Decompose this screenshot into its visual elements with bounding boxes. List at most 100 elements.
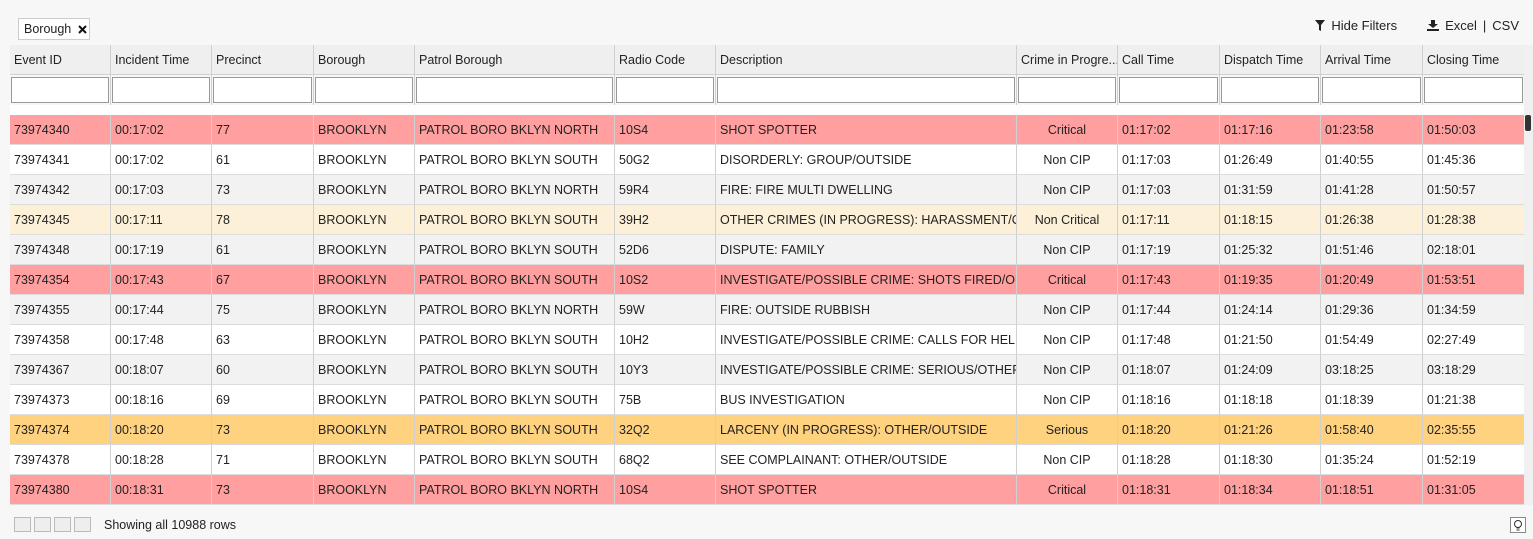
filter-input[interactable] (315, 77, 413, 103)
table-cell: 00:17:02 (111, 145, 212, 175)
table-cell: BROOKLYN (314, 265, 415, 295)
table-cell: 73 (212, 175, 314, 205)
csv-button[interactable]: CSV (1492, 18, 1519, 33)
table-row[interactable]: 73974354 00:17:43 67 BROOKLYN PATROL BORO BK… (10, 265, 1524, 295)
table-row[interactable]: 73974340 00:17:02 77 BROOKLYN PATROL BORO BK… (10, 115, 1524, 145)
column-header[interactable]: Call Time (1118, 45, 1220, 75)
table-cell: SEE COMPLAINANT: OTHER/OUTSIDE (716, 445, 1017, 475)
table-row[interactable]: 73974373 00:18:16 69 BROOKLYN PATROL BORO BK… (10, 385, 1524, 415)
filter-cell (415, 75, 615, 105)
filter-input[interactable] (1018, 77, 1116, 103)
table-cell: Non CIP (1017, 295, 1118, 325)
table-cell: 73974380 (10, 475, 111, 505)
table-row[interactable]: 73974348 00:17:19 61 BROOKLYN PATROL BORO BK… (10, 235, 1524, 265)
table-cell: 73974348 (10, 235, 111, 265)
table-cell: 00:18:31 (111, 475, 212, 505)
table-cell: FIRE: OUTSIDE RUBBISH (716, 295, 1017, 325)
table-cell: BUS INVESTIGATION (716, 385, 1017, 415)
table-cell: 01:31:05 (1423, 475, 1524, 505)
table-row[interactable]: 73974358 00:17:48 63 BROOKLYN PATROL BORO BK… (10, 325, 1524, 355)
table-cell: PATROL BORO BKLYN SOUTH (415, 235, 615, 265)
column-header[interactable]: Patrol Borough (415, 45, 615, 75)
table-cell: 78 (212, 205, 314, 235)
chip-close[interactable] (78, 24, 87, 34)
first-page[interactable] (14, 517, 31, 532)
hint-icon[interactable] (1510, 517, 1526, 533)
filter-chip[interactable]: Borough (18, 18, 90, 40)
filter-input[interactable] (1221, 77, 1319, 103)
filter-input[interactable] (717, 77, 1015, 103)
excel-button[interactable]: Excel (1445, 18, 1477, 33)
filter-input[interactable] (416, 77, 613, 103)
table-cell: 01:18:30 (1220, 445, 1321, 475)
table-row[interactable]: 73974367 00:18:07 60 BROOKLYN PATROL BORO BK… (10, 355, 1524, 385)
table-cell: Non Critical (1017, 205, 1118, 235)
column-header[interactable]: Crime in Progre... (1017, 45, 1118, 75)
scrollbar[interactable] (1524, 45, 1533, 505)
table-cell: 01:17:11 (1118, 205, 1220, 235)
column-header[interactable]: Borough (314, 45, 415, 75)
column-header[interactable]: Incident Time (111, 45, 212, 75)
filter-input[interactable] (616, 77, 714, 103)
table-cell: 73974374 (10, 415, 111, 445)
filter-cell (1321, 75, 1423, 105)
status-text: Showing all 10988 rows (104, 517, 237, 532)
column-header[interactable]: Radio Code (615, 45, 716, 75)
table-row[interactable]: 73974374 00:18:20 73 BROOKLYN PATROL BORO BK… (10, 415, 1524, 445)
table-cell: 59W (615, 295, 716, 325)
table-cell: 01:18:39 (1321, 385, 1423, 415)
hide-filters[interactable]: Hide Filters (1331, 18, 1398, 33)
table-row[interactable]: 73974341 00:17:02 61 BROOKLYN PATROL BORO BK… (10, 145, 1524, 175)
table-cell: BROOKLYN (314, 235, 415, 265)
table-cell: BROOKLYN (314, 385, 415, 415)
column-header[interactable]: Dispatch Time (1220, 45, 1321, 75)
next-page[interactable] (54, 517, 71, 532)
table-row[interactable]: 73974345 00:17:11 78 BROOKLYN PATROL BORO BK… (10, 205, 1524, 235)
table-cell: 01:18:31 (1118, 475, 1220, 505)
table-cell: 00:17:02 (111, 115, 212, 145)
table-cell: 01:20:49 (1321, 265, 1423, 295)
column-header[interactable]: Event ID (10, 45, 111, 75)
table-cell: 01:34:59 (1423, 295, 1524, 325)
table-cell: PATROL BORO BKLYN SOUTH (415, 385, 615, 415)
table-cell: PATROL BORO BKLYN SOUTH (415, 325, 615, 355)
table-cell: 01:18:18 (1220, 385, 1321, 415)
scroll-thumb[interactable] (1525, 115, 1531, 131)
table-cell: PATROL BORO BKLYN NORTH (415, 475, 615, 505)
filter-input[interactable] (11, 77, 109, 103)
table-cell: BROOKLYN (314, 205, 415, 235)
table-cell: 67 (212, 265, 314, 295)
filter-input[interactable] (112, 77, 210, 103)
filter-input[interactable] (1322, 77, 1421, 103)
table-row[interactable]: 73974380 00:18:31 73 BROOKLYN PATROL BORO BK… (10, 475, 1524, 505)
table-cell: PATROL BORO BKLYN SOUTH (415, 265, 615, 295)
table-cell: 00:17:44 (111, 295, 212, 325)
table-cell: PATROL BORO BKLYN SOUTH (415, 205, 615, 235)
table-cell: INVESTIGATE/POSSIBLE CRIME: SHOTS FIRED/… (716, 265, 1017, 295)
header-row: Event ID Incident Time Precinct Borough Patr… (10, 45, 1524, 76)
table-cell: Non CIP (1017, 325, 1118, 355)
filter-input[interactable] (1424, 77, 1523, 103)
table-cell: 01:28:38 (1423, 205, 1524, 235)
column-header[interactable]: Precinct (212, 45, 314, 75)
table-row[interactable]: 73974342 00:17:03 73 BROOKLYN PATROL BORO BK… (10, 175, 1524, 205)
table-cell: BROOKLYN (314, 115, 415, 145)
column-header[interactable]: Closing Time (1423, 45, 1524, 75)
filter-input[interactable] (213, 77, 312, 103)
table-cell: 00:18:28 (111, 445, 212, 475)
table-cell: Non CIP (1017, 385, 1118, 415)
prev-page[interactable] (34, 517, 51, 532)
last-page[interactable] (74, 517, 91, 532)
table-cell: 01:17:19 (1118, 235, 1220, 265)
table-cell: PATROL BORO BKLYN SOUTH (415, 355, 615, 385)
table-cell: 01:18:07 (1118, 355, 1220, 385)
table-row[interactable]: 73974378 00:18:28 71 BROOKLYN PATROL BORO BK… (10, 445, 1524, 475)
filter-input[interactable] (1119, 77, 1218, 103)
table-cell: 39H2 (615, 205, 716, 235)
filter-cell (212, 75, 314, 105)
column-header[interactable]: Arrival Time (1321, 45, 1423, 75)
table-cell: 01:51:46 (1321, 235, 1423, 265)
table-row[interactable]: 73974355 00:17:44 75 BROOKLYN PATROL BORO BK… (10, 295, 1524, 325)
column-header[interactable]: Description (716, 45, 1017, 75)
filter-cell (1423, 75, 1524, 105)
